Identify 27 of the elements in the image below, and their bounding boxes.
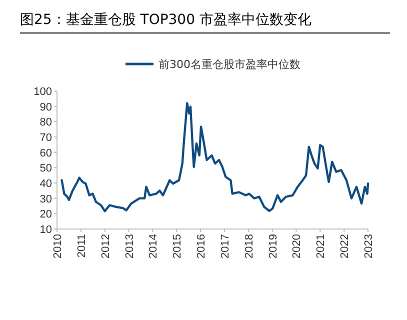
y-tick-label: 60 xyxy=(40,147,52,160)
legend-label: 前300名重仓股市盈率中位数 xyxy=(158,58,300,71)
x-tick-label: 2012 xyxy=(100,234,112,258)
x-tick-label: 2020 xyxy=(291,234,304,258)
x-tick-label: 2023 xyxy=(363,234,375,258)
x-tick-label: 2015 xyxy=(172,234,184,258)
x-tick-label: 2014 xyxy=(148,234,160,258)
y-tick-label: 80 xyxy=(40,116,52,129)
x-tick-label: 2022 xyxy=(339,234,352,258)
chart-title: 图25：基金重仓股 TOP300 市盈率中位数变化 xyxy=(20,12,312,28)
x-tick-label: 2021 xyxy=(315,234,328,258)
x-tick-label: 2010 xyxy=(52,234,64,258)
y-tick-label: 10 xyxy=(40,224,52,236)
x-tick-label: 2019 xyxy=(267,234,280,258)
y-tick-label: 40 xyxy=(40,178,52,190)
x-tick-label: 2016 xyxy=(196,234,208,258)
y-tick-label: 90 xyxy=(40,101,52,114)
y-tick-label: 30 xyxy=(40,193,52,206)
x-tick-label: 2011 xyxy=(76,234,88,258)
y-tick-label: 50 xyxy=(40,162,52,175)
x-tick-label: 2017 xyxy=(219,234,232,258)
y-tick-label: 20 xyxy=(40,208,52,221)
x-tick-label: 2018 xyxy=(243,234,256,258)
y-tick-label: 100 xyxy=(34,86,52,98)
y-tick-label: 70 xyxy=(40,132,52,144)
x-tick-label: 2013 xyxy=(124,234,136,258)
line-series xyxy=(60,102,370,212)
